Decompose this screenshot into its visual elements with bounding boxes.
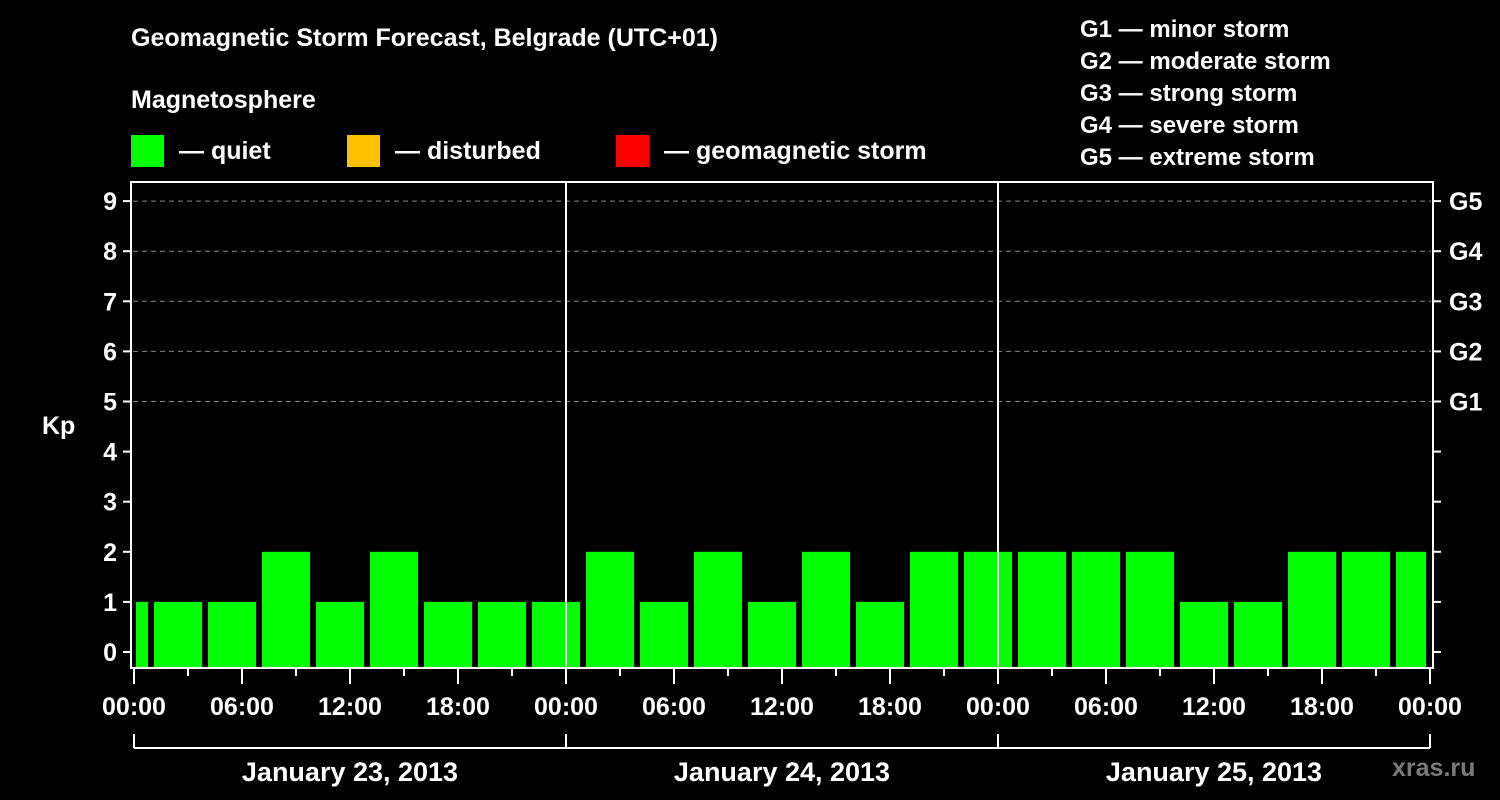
x-tick-label: 18:00 bbox=[1290, 693, 1354, 721]
kp-bar bbox=[1396, 551, 1426, 667]
magnetosphere-label: Magnetosphere bbox=[131, 86, 316, 114]
kp-bar bbox=[532, 601, 580, 667]
y-axis-label: Kp bbox=[42, 412, 76, 440]
g-scale-tick-label: G3 bbox=[1449, 288, 1482, 316]
x-tick-label: 12:00 bbox=[318, 693, 382, 721]
kp-bar bbox=[262, 551, 310, 667]
kp-bar bbox=[802, 551, 850, 667]
x-tick-label: 00:00 bbox=[534, 693, 598, 721]
g1-legend: G1 — minor storm bbox=[1080, 16, 1290, 43]
x-tick-label: 18:00 bbox=[426, 693, 490, 721]
kp-bar bbox=[370, 551, 418, 667]
kp-bar bbox=[1342, 551, 1390, 667]
g-scale-tick-label: G4 bbox=[1449, 238, 1482, 266]
x-tick-label: 06:00 bbox=[642, 693, 706, 721]
kp-bar bbox=[964, 551, 1012, 667]
kp-bar bbox=[586, 551, 634, 667]
disturbed-swatch-icon bbox=[347, 135, 380, 167]
y-tick-label: 3 bbox=[103, 489, 117, 517]
kp-bar bbox=[1288, 551, 1336, 667]
y-tick-label: 1 bbox=[103, 589, 117, 617]
kp-bar bbox=[208, 601, 256, 667]
legend-disturbed-label: — disturbed bbox=[395, 136, 541, 165]
g-scale-tick-label: G1 bbox=[1449, 389, 1482, 417]
watermark: xras.ru bbox=[1392, 754, 1476, 782]
kp-bar bbox=[316, 601, 364, 667]
g-scale-legend: G1 — minor storm G2 — moderate storm G3 … bbox=[1080, 14, 1331, 174]
kp-bar bbox=[136, 601, 148, 667]
y-tick-label: 2 bbox=[103, 539, 117, 567]
kp-bar bbox=[1126, 551, 1174, 667]
x-tick-label: 12:00 bbox=[1182, 693, 1246, 721]
y-tick-label: 6 bbox=[103, 338, 117, 366]
y-tick-label: 5 bbox=[103, 389, 117, 417]
y-tick-label: 8 bbox=[103, 238, 117, 266]
kp-bar bbox=[694, 551, 742, 667]
day-label: January 23, 2013 bbox=[242, 757, 458, 787]
y-tick-label: 4 bbox=[103, 439, 117, 467]
x-tick-label: 18:00 bbox=[858, 693, 922, 721]
chart-title: Geomagnetic Storm Forecast, Belgrade (UT… bbox=[131, 24, 718, 52]
day-label: January 25, 2013 bbox=[1106, 757, 1322, 787]
g-scale-tick-label: G5 bbox=[1449, 188, 1482, 216]
kp-bar bbox=[910, 551, 958, 667]
kp-bar bbox=[1180, 601, 1228, 667]
x-tick-label: 12:00 bbox=[750, 693, 814, 721]
kp-bar bbox=[856, 601, 904, 667]
y-tick-label: 0 bbox=[103, 639, 117, 667]
legend-quiet-label: — quiet bbox=[179, 136, 271, 165]
legend-storm-label: — geomagnetic storm bbox=[664, 136, 927, 165]
y-tick-label: 9 bbox=[103, 188, 117, 216]
storm-swatch-icon bbox=[616, 135, 649, 167]
kp-bar bbox=[478, 601, 526, 667]
g-scale-tick-label: G2 bbox=[1449, 338, 1482, 366]
g4-legend: G4 — severe storm bbox=[1080, 112, 1299, 139]
kp-bar bbox=[154, 601, 202, 667]
g5-legend: G5 — extreme storm bbox=[1080, 144, 1315, 171]
x-tick-label: 06:00 bbox=[210, 693, 274, 721]
x-tick-label: 00:00 bbox=[1398, 693, 1462, 721]
kp-bar bbox=[1234, 601, 1282, 667]
legend-storm: — geomagnetic storm bbox=[616, 134, 927, 168]
legend-disturbed: — disturbed bbox=[347, 134, 541, 168]
kp-bar bbox=[640, 601, 688, 667]
x-tick-label: 00:00 bbox=[102, 693, 166, 721]
g3-legend: G3 — strong storm bbox=[1080, 80, 1298, 107]
y-tick-label: 7 bbox=[103, 288, 117, 316]
g2-legend: G2 — moderate storm bbox=[1080, 48, 1331, 75]
quiet-swatch-icon bbox=[131, 135, 164, 167]
plot-frame bbox=[130, 181, 1434, 669]
kp-bar bbox=[1072, 551, 1120, 667]
kp-bar bbox=[424, 601, 472, 667]
day-label: January 24, 2013 bbox=[674, 757, 890, 787]
kp-bar bbox=[748, 601, 796, 667]
kp-bar bbox=[1018, 551, 1066, 667]
legend-quiet: — quiet bbox=[131, 134, 271, 168]
x-tick-label: 00:00 bbox=[966, 693, 1030, 721]
x-tick-label: 06:00 bbox=[1074, 693, 1138, 721]
